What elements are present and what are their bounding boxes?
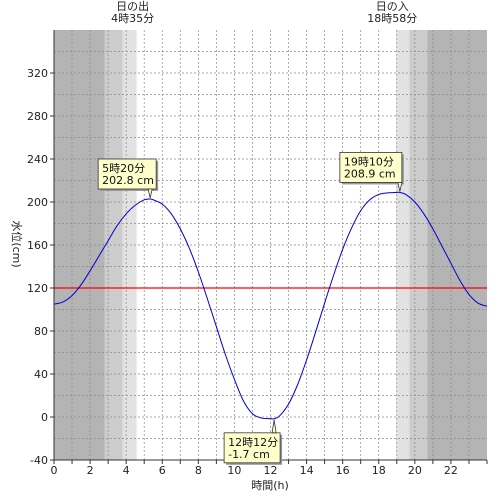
x-tick-label: 0 bbox=[51, 464, 58, 477]
x-tick-label: 10 bbox=[227, 464, 241, 477]
callout-time: 19時10分 bbox=[344, 155, 394, 168]
callout-time: 5時20分 bbox=[102, 162, 145, 175]
x-tick-label: 16 bbox=[336, 464, 350, 477]
sun-label-time: 18時58分 bbox=[367, 12, 417, 25]
x-tick-label: 20 bbox=[408, 464, 422, 477]
x-axis-label: 時間(h) bbox=[251, 479, 289, 492]
callout-pointer bbox=[271, 419, 277, 434]
callout-pointer bbox=[147, 188, 153, 199]
x-tick-label: 2 bbox=[87, 464, 94, 477]
y-tick-label: 320 bbox=[27, 67, 48, 80]
x-tick-label: 18 bbox=[372, 464, 386, 477]
y-tick-label: 160 bbox=[27, 239, 48, 252]
x-tick-label: 8 bbox=[195, 464, 202, 477]
callout-value: -1.7 cm bbox=[228, 448, 270, 461]
callout-pointer bbox=[397, 182, 403, 192]
x-tick-label: 14 bbox=[300, 464, 314, 477]
x-tick-label: 22 bbox=[444, 464, 458, 477]
sun-label-time: 4時35分 bbox=[111, 12, 154, 25]
y-tick-label: 0 bbox=[41, 411, 48, 424]
callout-time: 12時12分 bbox=[228, 436, 278, 449]
y-axis-label: 水位(cm) bbox=[10, 220, 24, 267]
shade-band-5 bbox=[427, 30, 487, 460]
y-tick-label: 240 bbox=[27, 153, 48, 166]
grid-lines bbox=[54, 30, 487, 460]
series-group bbox=[53, 191, 488, 420]
y-tick-label: 280 bbox=[27, 110, 48, 123]
y-tick-label: 80 bbox=[34, 325, 48, 338]
y-tick-label: -40 bbox=[30, 454, 48, 467]
callout-box bbox=[223, 432, 281, 464]
x-tick-label: 6 bbox=[159, 464, 166, 477]
series-line-0 bbox=[53, 191, 488, 420]
x-tick-label: 4 bbox=[123, 464, 130, 477]
callout-box bbox=[97, 158, 157, 190]
y-tick-label: 40 bbox=[34, 368, 48, 381]
x-tick-label: 12 bbox=[264, 464, 278, 477]
y-tick-label: 200 bbox=[27, 196, 48, 209]
callout-box bbox=[339, 152, 403, 183]
y-tick-label: 120 bbox=[27, 282, 48, 295]
sun-label-title: 日の入 bbox=[376, 0, 409, 13]
callout-value: 208.9 cm bbox=[344, 167, 396, 180]
sun-label-title: 日の出 bbox=[116, 0, 149, 13]
callout-value: 202.8 cm bbox=[102, 174, 154, 187]
tick-labels: 0 2 4 6 8 10 12 14 16 18 20 22-40040801201602002402… bbox=[27, 67, 458, 477]
